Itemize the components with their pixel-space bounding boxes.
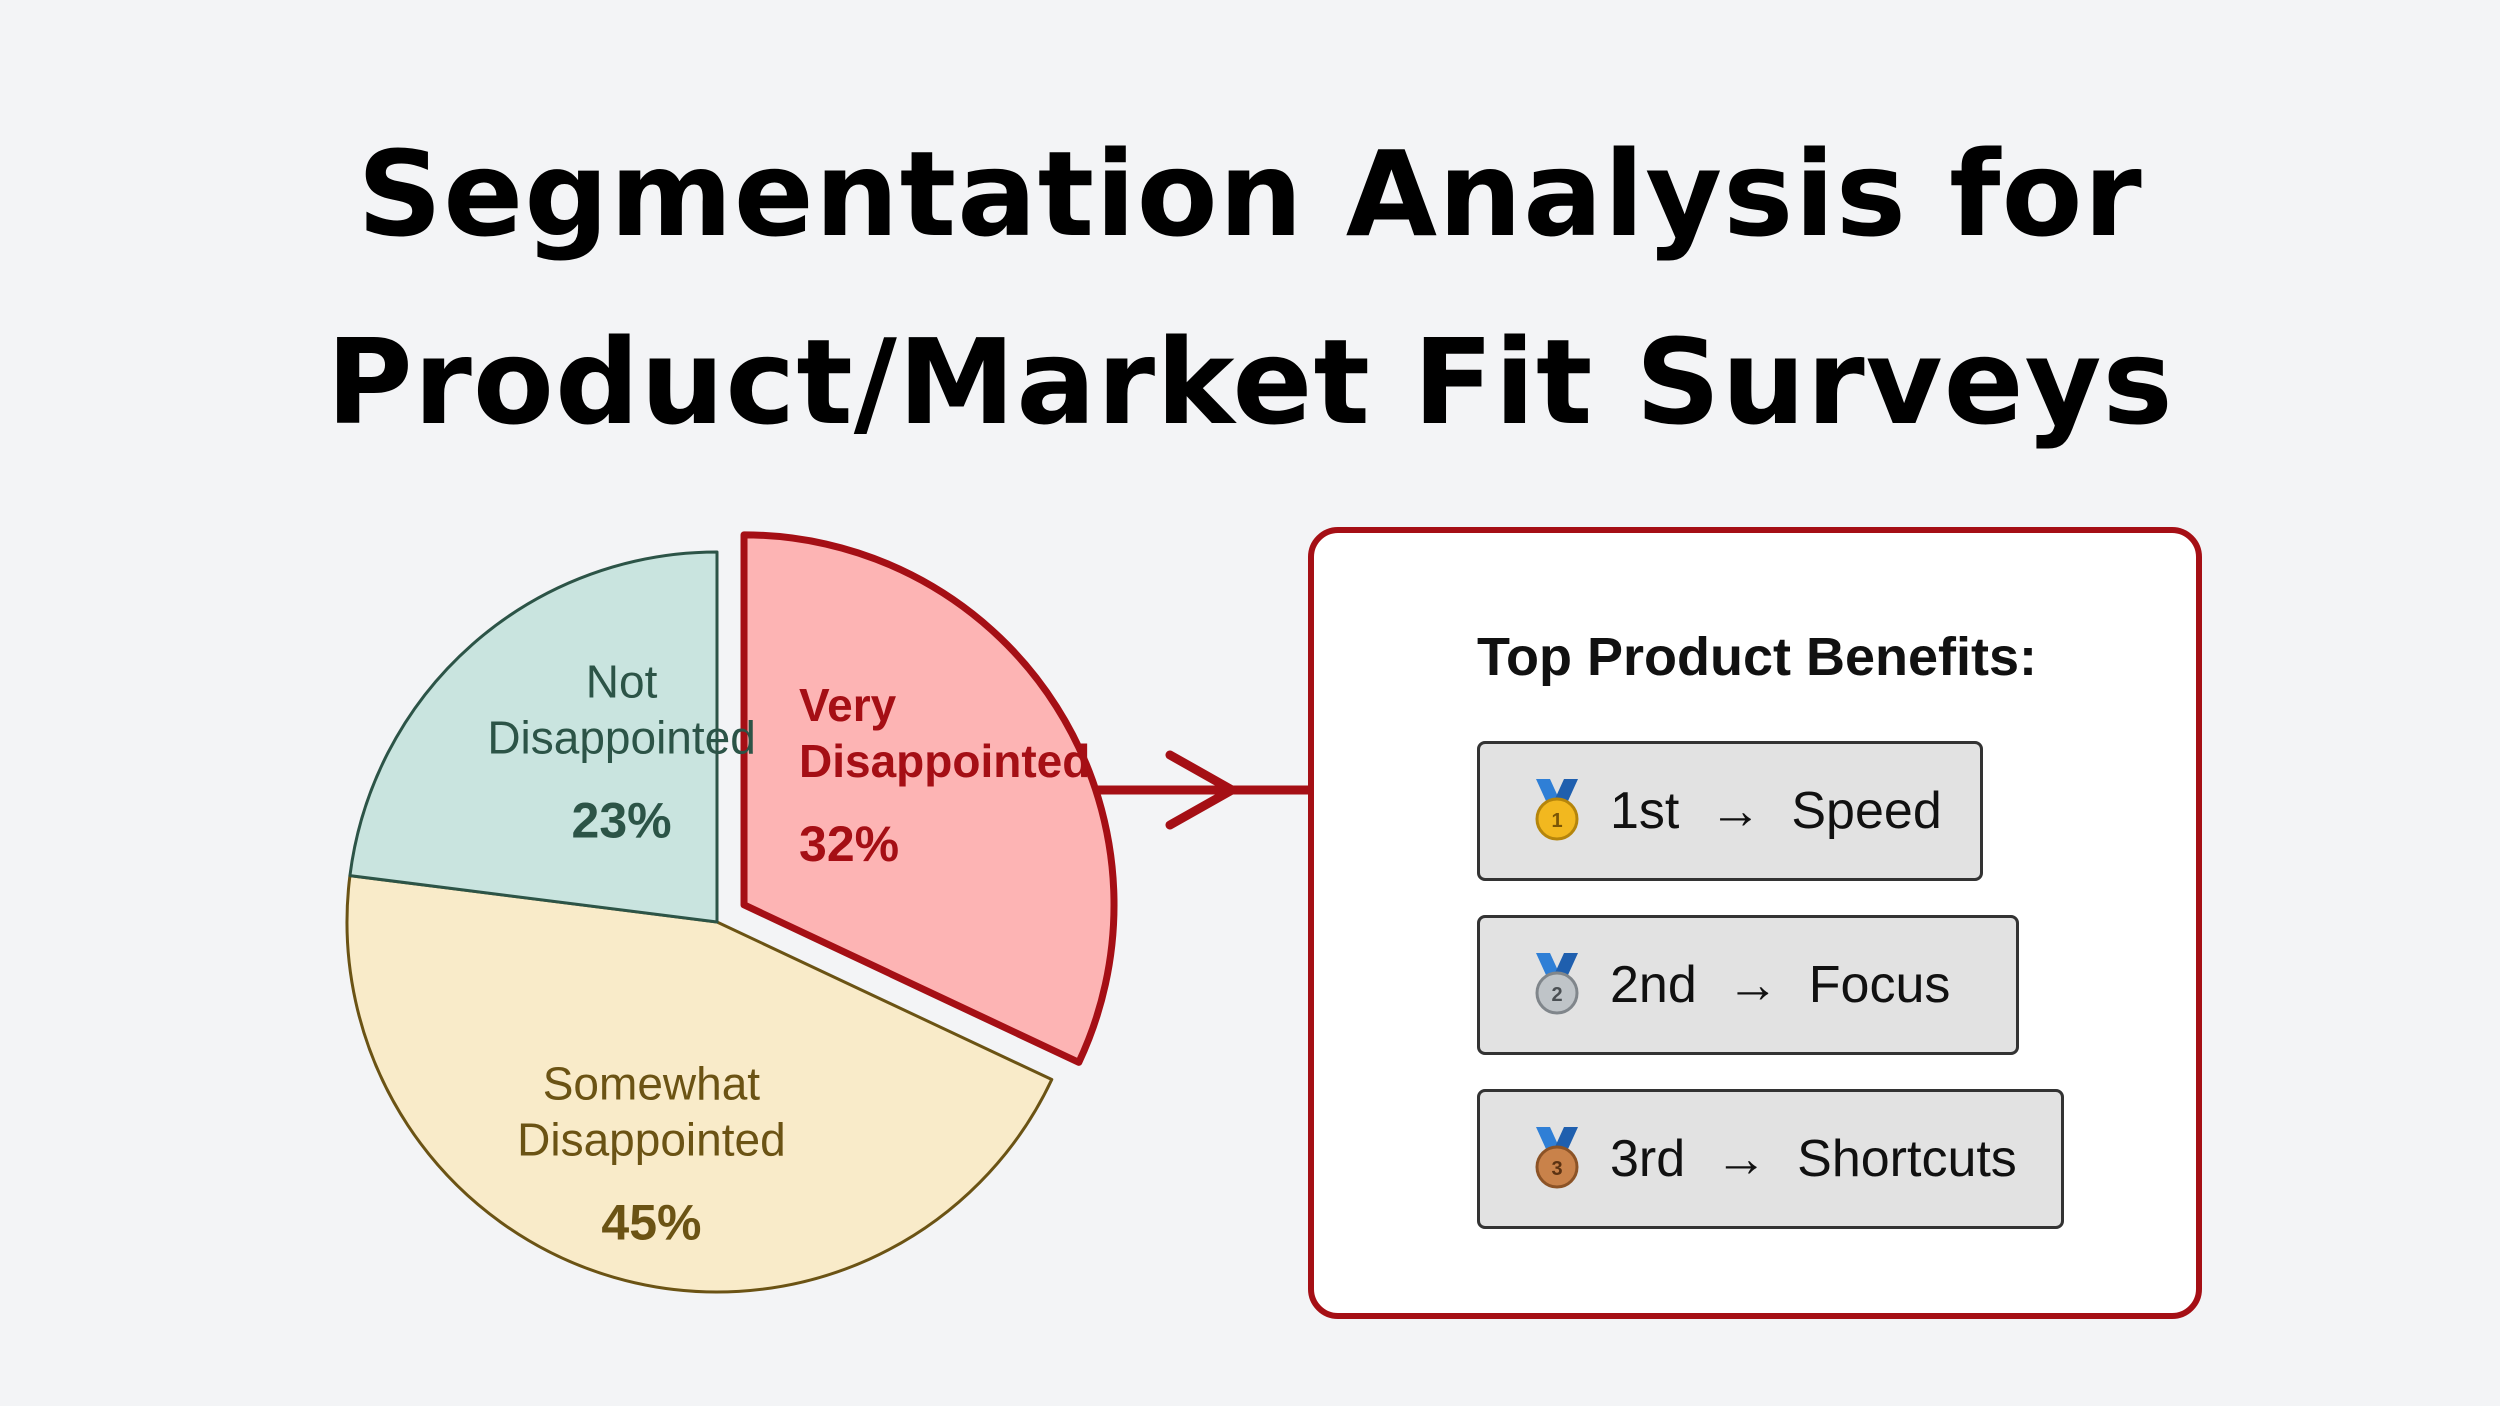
benefit-item-1: 1 1st → Speed xyxy=(1477,741,1983,881)
page-title: Segmentation Analysis for Product/Market… xyxy=(0,100,2500,476)
benefit-rank: 3rd xyxy=(1610,1130,1686,1188)
slice-label: Not xyxy=(586,656,658,708)
svg-text:3: 3 xyxy=(1551,1158,1562,1180)
bronze-medal-icon: 3 xyxy=(1535,1127,1579,1189)
benefits-heading: Top Product Benefits: xyxy=(1477,627,2037,687)
title-line-2: Product/Market Fit Surveys xyxy=(326,313,2174,451)
benefit-rank: 2nd xyxy=(1610,956,1697,1014)
pie-slice-very-disappointed xyxy=(740,531,1118,1066)
benefit-name: Focus xyxy=(1808,956,1951,1014)
svg-text:1: 1 xyxy=(1551,810,1562,832)
benefit-item-3: 3 3rd → Shortcuts xyxy=(1477,1089,2064,1229)
slice-percentage: 45% xyxy=(601,1195,701,1251)
slice-label: Disappointed xyxy=(487,712,756,764)
arrow-icon: → xyxy=(1715,1130,1768,1188)
pie-slice-somewhat-disappointed xyxy=(345,874,1054,1294)
connector-arrow xyxy=(1098,750,1308,830)
svg-text:2: 2 xyxy=(1551,984,1562,1006)
benefit-name: Speed xyxy=(1791,782,1942,840)
arrow-icon: → xyxy=(1709,782,1762,840)
slice-label: Very xyxy=(799,679,897,731)
slice-label: Disappointed xyxy=(799,735,1090,787)
pie-labels: VeryDisappointed32%SomewhatDisappointed4… xyxy=(487,656,1090,1251)
slice-label: Somewhat xyxy=(543,1058,761,1110)
gold-medal-icon: 1 xyxy=(1535,779,1579,841)
slice-percentage: 32% xyxy=(799,816,899,872)
benefit-item-2: 2 2nd → Focus xyxy=(1477,915,2019,1055)
benefits-panel: Top Product Benefits: 1 1st → Speed 2 2n… xyxy=(1308,527,2202,1319)
slice-label: Disappointed xyxy=(517,1114,786,1166)
title-line-1: Segmentation Analysis for xyxy=(357,125,2143,263)
slice-percentage: 23% xyxy=(572,793,672,849)
pie-slices xyxy=(345,531,1118,1294)
benefit-rank: 1st xyxy=(1610,782,1680,840)
silver-medal-icon: 2 xyxy=(1535,953,1579,1015)
arrow-icon: → xyxy=(1726,956,1779,1014)
pie-slice-not-disappointed xyxy=(348,550,719,924)
benefit-name: Shortcuts xyxy=(1797,1130,2017,1188)
